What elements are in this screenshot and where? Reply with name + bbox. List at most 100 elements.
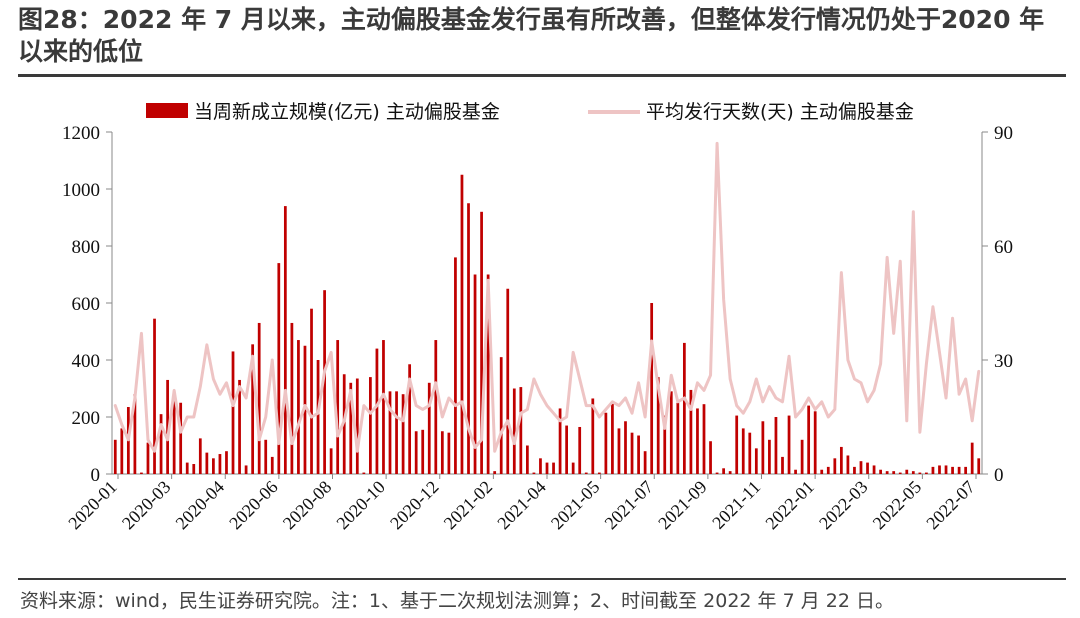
bar <box>519 387 523 474</box>
bar <box>898 472 902 474</box>
x-tick-label: 2020-12 <box>386 477 443 534</box>
bar <box>277 263 281 474</box>
x-tick-label: 2020-04 <box>172 477 229 534</box>
bar <box>454 257 457 474</box>
title-divider <box>18 74 1066 77</box>
bar <box>532 472 536 474</box>
y-right-tick-label: 60 <box>994 237 1013 258</box>
bar <box>493 471 497 474</box>
x-tick-label: 2022-01 <box>761 477 818 534</box>
bar <box>166 379 169 474</box>
bar <box>682 342 686 474</box>
bar <box>172 391 176 474</box>
bar <box>499 357 503 474</box>
bar <box>977 458 981 474</box>
bar <box>630 432 634 474</box>
chart: 当周新成立规模(亿元) 主动偏股基金 平均发行天数(天) 主动偏股基金 0 200… <box>62 101 1013 533</box>
bar <box>637 435 640 474</box>
x-tick-label: 2022-05 <box>869 477 926 534</box>
bar <box>526 445 529 474</box>
x-tick-label: 2020-03 <box>118 477 175 534</box>
footer-divider <box>18 578 1066 580</box>
bar <box>696 408 699 474</box>
x-tick-label: 2021-05 <box>547 477 604 534</box>
x-tick-label: 2021-02 <box>440 477 497 534</box>
bar <box>539 458 542 474</box>
y-left-tick-label: 600 <box>72 294 101 315</box>
bar <box>597 472 601 474</box>
bar <box>558 408 562 474</box>
bar <box>388 391 392 474</box>
bar <box>120 428 124 474</box>
bar <box>113 439 117 474</box>
bar <box>768 439 771 474</box>
bar <box>212 458 215 474</box>
bar <box>270 456 274 474</box>
x-tick-label: 2020-08 <box>279 477 336 534</box>
bar <box>970 442 974 474</box>
bar <box>290 322 294 474</box>
y-left-tick-label: 800 <box>72 237 101 258</box>
x-tick-label: 2020-10 <box>332 477 389 534</box>
legend-label-line: 平均发行天数(天) 主动偏股基金 <box>646 101 914 123</box>
bar <box>643 451 647 474</box>
bar <box>323 290 326 474</box>
bar <box>885 471 889 474</box>
bar <box>545 462 549 474</box>
bar <box>735 415 739 474</box>
bar <box>198 438 202 475</box>
chart-axes: 02004006008001000120003060902020-012020-… <box>62 123 1013 533</box>
bar <box>774 417 778 474</box>
bar <box>244 465 248 474</box>
bar <box>611 402 614 474</box>
bar <box>925 472 928 474</box>
x-tick-label: 2021-04 <box>493 477 550 534</box>
bar <box>480 211 483 475</box>
bar <box>297 340 300 474</box>
x-tick-label: 2020-06 <box>225 477 282 534</box>
y-left-tick-label: 0 <box>91 465 101 486</box>
bar <box>911 471 915 474</box>
bar <box>218 454 222 474</box>
bar <box>257 322 261 474</box>
bar <box>440 431 444 474</box>
bar <box>846 455 850 474</box>
bar <box>741 428 745 474</box>
bar <box>715 472 719 474</box>
bar <box>578 426 582 474</box>
bar <box>316 360 320 474</box>
bar <box>552 462 555 474</box>
bar <box>584 472 588 474</box>
bar <box>839 446 843 474</box>
y-right-tick-label: 30 <box>994 351 1013 372</box>
bar <box>624 421 627 474</box>
avg-days-line <box>113 141 981 453</box>
bar <box>656 377 660 474</box>
bar <box>800 439 804 474</box>
bar <box>754 448 758 474</box>
bar <box>153 318 156 474</box>
bar <box>709 441 712 474</box>
y-left-tick-label: 200 <box>72 408 101 429</box>
bar <box>650 303 654 474</box>
y-left-tick-label: 400 <box>72 351 101 372</box>
line-series <box>113 141 981 453</box>
bar <box>604 412 608 474</box>
bar <box>506 288 510 474</box>
chart-title: 图28：2022 年 7 月以来，主动偏股基金发行虽有所改善，但整体发行情况仍处… <box>18 5 1045 66</box>
y-left-tick-label: 1000 <box>62 180 100 201</box>
bar <box>283 206 287 474</box>
chart-legend: 当周新成立规模(亿元) 主动偏股基金 平均发行天数(天) 主动偏股基金 <box>146 101 914 123</box>
bar <box>434 340 438 474</box>
bar <box>140 472 143 474</box>
bar <box>355 378 359 474</box>
x-tick-label: 2022-03 <box>815 477 872 534</box>
bar <box>336 340 340 474</box>
bar <box>859 461 863 474</box>
y-left-tick-label: 1200 <box>62 123 100 144</box>
bar <box>951 466 954 475</box>
bar <box>591 398 595 474</box>
bar <box>133 394 137 474</box>
bar <box>617 428 621 474</box>
bar <box>728 471 732 474</box>
